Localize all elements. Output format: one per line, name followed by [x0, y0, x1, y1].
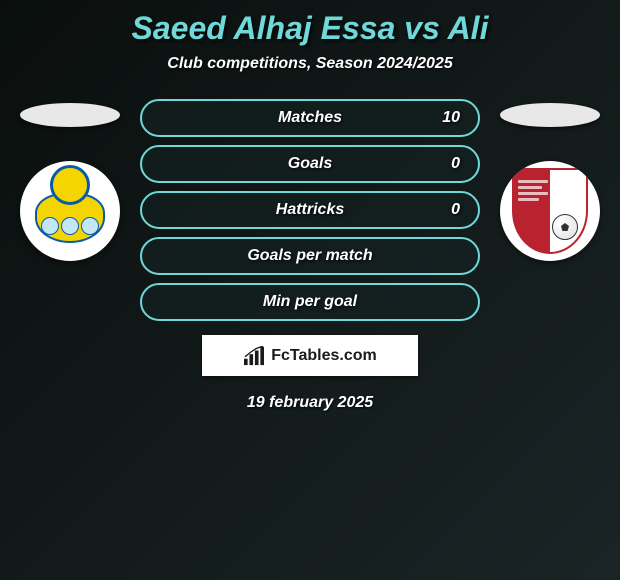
stat-label: Hattricks — [276, 201, 344, 219]
club-logo-inner — [30, 171, 110, 251]
stats-column: Matches 10 Goals 0 Hattricks 0 Goals per… — [140, 99, 480, 321]
logo-shape — [41, 217, 99, 235]
brand-text: FcTables.com — [271, 347, 377, 365]
stat-row-goals: Goals 0 — [140, 145, 480, 183]
stat-label: Min per goal — [263, 293, 357, 311]
snapshot-date: 19 february 2025 — [247, 394, 373, 412]
main-row: Matches 10 Goals 0 Hattricks 0 Goals per… — [0, 99, 620, 321]
stat-right-value: 10 — [442, 109, 460, 127]
brand-watermark: FcTables.com — [202, 335, 418, 376]
stat-row-goals-per-match: Goals per match — [140, 237, 480, 275]
logo-shape — [518, 180, 548, 208]
page-title: Saeed Alhaj Essa vs Ali — [132, 10, 489, 47]
player2-country-flag — [500, 103, 600, 127]
stat-right-value: 0 — [451, 201, 460, 219]
logo-shape — [50, 165, 90, 205]
stat-label: Matches — [278, 109, 342, 127]
player1-country-flag — [20, 103, 120, 127]
stat-right-value: 0 — [451, 155, 460, 173]
bar-chart-icon — [243, 346, 265, 366]
player1-club-logo — [20, 161, 120, 261]
stat-row-matches: Matches 10 — [140, 99, 480, 137]
player2-club-logo — [500, 161, 600, 261]
stat-row-min-per-goal: Min per goal — [140, 283, 480, 321]
infographic-container: Saeed Alhaj Essa vs Ali Club competition… — [0, 0, 620, 422]
page-subtitle: Club competitions, Season 2024/2025 — [167, 55, 452, 73]
player-right-column — [500, 99, 600, 261]
player-left-column — [20, 99, 120, 261]
stat-label: Goals per match — [247, 247, 372, 265]
stat-row-hattricks: Hattricks 0 — [140, 191, 480, 229]
club-shield — [512, 168, 588, 254]
soccer-ball-icon — [552, 214, 578, 240]
stat-label: Goals — [288, 155, 332, 173]
